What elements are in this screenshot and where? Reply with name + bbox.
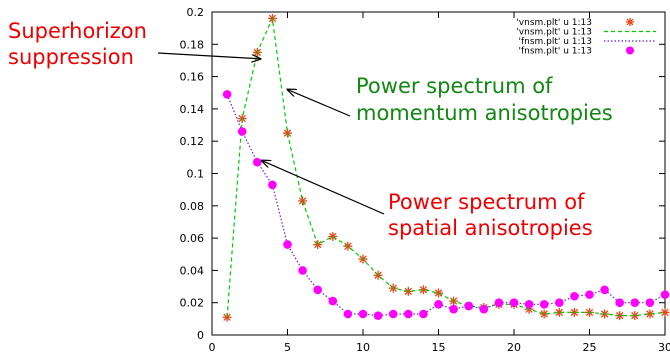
annotation-arrow: [262, 161, 385, 215]
star-stroke: [434, 289, 443, 297]
data-point-star: [539, 309, 549, 319]
x-tick-label: 25: [583, 341, 597, 354]
plot-frame: [211, 11, 666, 336]
data-point-circle: [660, 290, 670, 299]
series-layer: [222, 13, 670, 322]
annotation-text: spatial anisotropies: [388, 216, 593, 240]
data-point-star: [626, 18, 634, 26]
data-point-circle: [630, 298, 640, 308]
data-point-circle: [268, 180, 277, 190]
data-point-star: [418, 285, 428, 295]
series-3: [222, 90, 670, 320]
y-tick-label: 0: [197, 329, 204, 342]
y-tick-label: 0.16: [180, 71, 205, 84]
data-point-circle: [464, 301, 474, 311]
annotation-text: suppression: [8, 45, 134, 69]
data-point-circle: [373, 311, 383, 320]
data-point-circle: [645, 298, 655, 308]
annotation-text: Power spectrum of: [356, 74, 553, 98]
star-stroke: [646, 310, 654, 318]
x-tick-label: 10: [356, 341, 370, 354]
y-tick-label: 0.14: [180, 103, 205, 116]
data-point-circle: [298, 266, 307, 275]
data-point-circle: [494, 298, 504, 308]
y-tick-label: 0.1: [187, 168, 205, 181]
data-point-circle: [615, 298, 624, 308]
legend-label: 'fnsm.plt' u 1:13: [518, 37, 592, 47]
data-point-circle: [479, 304, 489, 314]
data-point-circle: [585, 290, 594, 299]
data-point-circle: [358, 309, 368, 319]
star-stroke: [631, 311, 639, 320]
data-point-circle: [252, 157, 262, 167]
data-point-circle: [328, 296, 338, 306]
star-stroke: [283, 129, 292, 137]
series-0: [222, 13, 670, 322]
data-point-circle: [509, 298, 519, 308]
y-tick-label: 0.12: [180, 135, 205, 148]
x-tick-label: 30: [658, 341, 670, 354]
data-point-circle: [388, 309, 398, 319]
data-point-circle: [524, 300, 534, 309]
star-stroke: [555, 308, 563, 317]
data-point-circle: [237, 127, 247, 136]
data-point-circle: [449, 304, 458, 314]
legend-marker: [626, 46, 634, 55]
y-tick-label: 0.18: [180, 38, 205, 51]
data-point-star: [283, 128, 292, 138]
data-point-circle: [434, 300, 443, 309]
annotation-text: Power spectrum of: [388, 190, 585, 214]
data-point-circle: [539, 300, 549, 309]
star-stroke: [626, 18, 634, 26]
legend-label: 'vnsm.plt' u 1:13: [516, 18, 592, 28]
data-point-circle: [404, 309, 413, 319]
annotation-arrow: [288, 90, 351, 117]
data-point-circle: [419, 309, 428, 319]
annotation-arrow: [157, 52, 260, 59]
data-point-circle: [570, 291, 579, 301]
x-tick-label: 5: [284, 341, 291, 354]
data-point-star: [328, 231, 338, 241]
legend-label: 'fnsm.plt' u 1:13: [518, 47, 592, 57]
y-tick-label: 0.08: [180, 200, 205, 213]
x-tick-label: 20: [507, 341, 521, 354]
y-tick-label: 0.02: [180, 297, 205, 310]
y-tick-label: 0.2: [187, 6, 205, 19]
legend: 'vnsm.plt' u 1:13'vnsm.plt' u 1:13'fnsm.…: [516, 18, 656, 57]
data-point-circle: [343, 309, 353, 319]
star-stroke: [298, 197, 307, 205]
data-point-circle: [222, 90, 232, 99]
series-1: [226, 16, 666, 318]
legend-label: 'vnsm.plt' u 1:13: [516, 28, 592, 38]
data-point-star: [298, 196, 308, 206]
x-tick-label: 15: [432, 341, 446, 354]
star-stroke: [419, 286, 428, 294]
y-tick-label: 0.04: [180, 264, 205, 277]
annotation-text: Superhorizon: [8, 19, 147, 43]
data-point-star: [434, 288, 443, 298]
data-point-circle: [313, 285, 323, 295]
star-stroke: [329, 232, 337, 241]
data-point-circle: [555, 298, 564, 308]
series-line: [226, 16, 666, 318]
star-stroke: [540, 310, 548, 318]
data-point-circle: [600, 285, 609, 295]
y-tick-label: 0.06: [180, 232, 205, 245]
annotation-text: momentum anisotropies: [356, 101, 613, 125]
data-point-circle: [283, 240, 292, 249]
x-tick-label: 0: [209, 341, 216, 354]
plot-axes: 0 5 10 15 20 25 30 0 0.02 0.04 0.06 0.08 0.1 0.12 0.14…: [180, 6, 670, 354]
